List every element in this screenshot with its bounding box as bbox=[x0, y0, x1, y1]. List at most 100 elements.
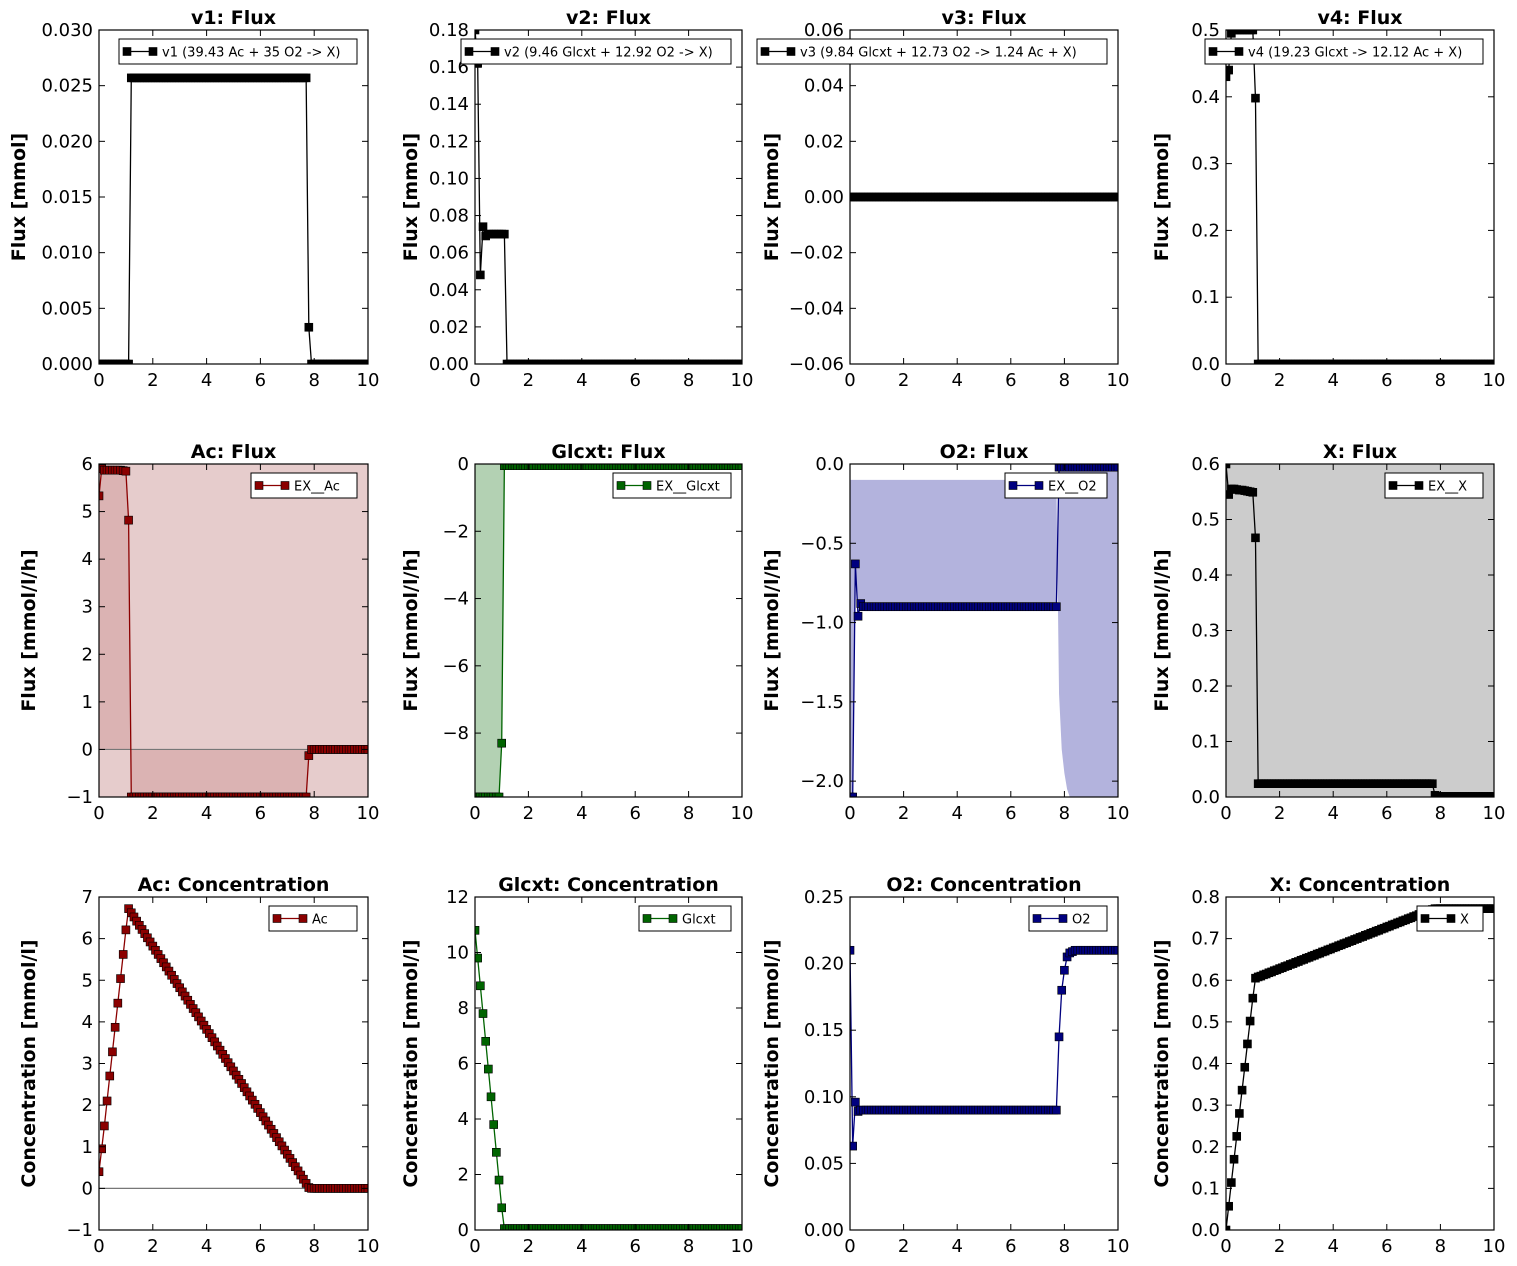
legend-label: v2 (9.46 Glcxt + 12.92 O2 -> X) bbox=[504, 46, 713, 61]
y-tick-label: 0 bbox=[458, 1220, 469, 1241]
y-tick-label: 0.0 bbox=[815, 454, 844, 475]
data-point bbox=[494, 1175, 504, 1185]
data-point bbox=[1113, 945, 1118, 955]
x-tick-label: 0 bbox=[469, 370, 480, 391]
y-axis-label: Flux [mmol] bbox=[761, 133, 783, 261]
y-tick-label: 0 bbox=[82, 739, 93, 760]
legend-label: O2 bbox=[1072, 913, 1091, 928]
y-tick-label: 0.2 bbox=[1191, 676, 1220, 697]
y-tick-label: 8 bbox=[458, 998, 469, 1019]
legend-marker bbox=[122, 47, 132, 56]
x-tick-label: 0 bbox=[1220, 370, 1231, 391]
x-tick-label: 6 bbox=[629, 370, 640, 391]
x-tick-label: 0 bbox=[93, 1236, 104, 1257]
y-tick-label: 2 bbox=[82, 644, 93, 665]
axes-frame bbox=[1225, 29, 1495, 365]
chart-panel-o2_flux: 0 2 4 6 8 10 −2.0 −1.5 −1.0 −0.5 0.0 O2: Flux Flux [… bbox=[761, 441, 1129, 824]
data-point bbox=[737, 359, 742, 364]
legend: v1 (39.43 Ac + 35 O2 -> X) bbox=[118, 38, 358, 65]
x-tick-label: 10 bbox=[357, 1236, 380, 1257]
plot-area bbox=[475, 464, 742, 797]
data-point bbox=[301, 792, 311, 797]
legend: v2 (9.46 Glcxt + 12.92 O2 -> X) bbox=[460, 38, 732, 65]
y-tick-label: 0.5 bbox=[1191, 510, 1220, 531]
legend-box bbox=[756, 38, 1108, 65]
x-tick-label: 10 bbox=[1107, 803, 1130, 824]
y-tick-label: 0 bbox=[82, 1178, 93, 1199]
axes-frame bbox=[474, 463, 743, 798]
y-tick-label: 0.25 bbox=[804, 887, 844, 908]
legend-marker bbox=[1032, 914, 1042, 923]
y-tick-label: 4 bbox=[82, 549, 93, 570]
x-tick-label: 10 bbox=[1483, 803, 1506, 824]
data-point bbox=[1113, 464, 1118, 472]
legend-label: EX__Glcxt bbox=[656, 480, 720, 495]
data-point bbox=[1052, 1105, 1061, 1115]
legend-label: Ac bbox=[312, 913, 328, 928]
plot-area bbox=[99, 30, 368, 364]
legend: v4 (19.23 Glcxt -> 12.12 Ac + X) bbox=[1204, 38, 1484, 65]
axes-frame bbox=[474, 29, 743, 365]
data-point bbox=[1226, 464, 1231, 469]
y-tick-label: −2.0 bbox=[800, 771, 844, 792]
x-tick-label: 8 bbox=[1435, 1236, 1446, 1257]
data-point bbox=[121, 466, 131, 476]
x-tick-label: 4 bbox=[201, 803, 212, 824]
y-tick-label: −2 bbox=[442, 521, 469, 542]
y-tick-label: 0.1 bbox=[1191, 1178, 1220, 1199]
x-tick-label: 10 bbox=[1107, 370, 1130, 391]
chart-panel-x_conc: 0 2 4 6 8 10 0.0 0.1 0.2 0.3 0.4 0.5 0.6 0.7 0.8 X: Con… bbox=[1151, 874, 1505, 1257]
legend-marker bbox=[280, 481, 290, 490]
legend-box bbox=[460, 38, 732, 65]
y-tick-label: 5 bbox=[82, 502, 93, 523]
y-tick-label: 0.16 bbox=[429, 57, 469, 78]
plot-area bbox=[475, 30, 742, 364]
data-point bbox=[476, 270, 485, 280]
area-fill bbox=[99, 468, 368, 797]
y-tick-label: 0.5 bbox=[1191, 20, 1220, 41]
x-tick-label: 8 bbox=[1435, 370, 1446, 391]
data-point bbox=[1251, 533, 1260, 543]
data-point bbox=[497, 1203, 507, 1213]
y-tick-label: 0.1 bbox=[1191, 732, 1220, 753]
area-fill bbox=[850, 467, 1118, 797]
y-axis-label: Concentration [mmol/l] bbox=[1151, 939, 1173, 1187]
data-point bbox=[1060, 965, 1069, 975]
x-tick-label: 6 bbox=[629, 1236, 640, 1257]
legend-marker bbox=[642, 481, 652, 490]
y-tick-label: 0.025 bbox=[41, 76, 93, 97]
y-tick-label: 0.030 bbox=[41, 20, 93, 41]
area-fill bbox=[475, 464, 742, 797]
y-axis-label: Flux [mmol] bbox=[1151, 133, 1173, 261]
x-tick-label: 10 bbox=[1483, 370, 1506, 391]
x-tick-label: 4 bbox=[576, 1236, 587, 1257]
legend-marker bbox=[1420, 914, 1430, 923]
legend-marker bbox=[760, 47, 770, 56]
y-tick-label: 3 bbox=[82, 597, 93, 618]
x-tick-label: 6 bbox=[1381, 803, 1392, 824]
y-tick-label: 0.3 bbox=[1191, 1095, 1220, 1116]
y-tick-label: 0.3 bbox=[1191, 621, 1220, 642]
y-tick-label: 0.2 bbox=[1191, 1137, 1220, 1158]
plot-area bbox=[475, 897, 742, 1230]
legend-marker bbox=[1414, 481, 1424, 490]
x-tick-label: 8 bbox=[683, 803, 694, 824]
data-point bbox=[1489, 359, 1494, 364]
y-tick-label: 0.2 bbox=[1191, 220, 1220, 241]
data-point bbox=[301, 73, 311, 83]
x-tick-label: 2 bbox=[147, 1236, 158, 1257]
legend-marker bbox=[1388, 481, 1398, 490]
y-tick-label: −0.02 bbox=[789, 243, 844, 264]
plot-content bbox=[475, 925, 742, 1230]
data-point bbox=[475, 925, 480, 935]
data-point bbox=[363, 359, 368, 364]
data-point bbox=[1240, 1062, 1250, 1072]
y-tick-label: 5 bbox=[82, 970, 93, 991]
plot-area bbox=[1226, 897, 1494, 1230]
legend-label: Glcxt bbox=[682, 913, 716, 928]
chart-title: X: Flux bbox=[1323, 441, 1397, 463]
y-tick-label: 1 bbox=[82, 1137, 93, 1158]
legend-marker bbox=[1446, 914, 1456, 923]
data-point bbox=[1248, 488, 1258, 497]
